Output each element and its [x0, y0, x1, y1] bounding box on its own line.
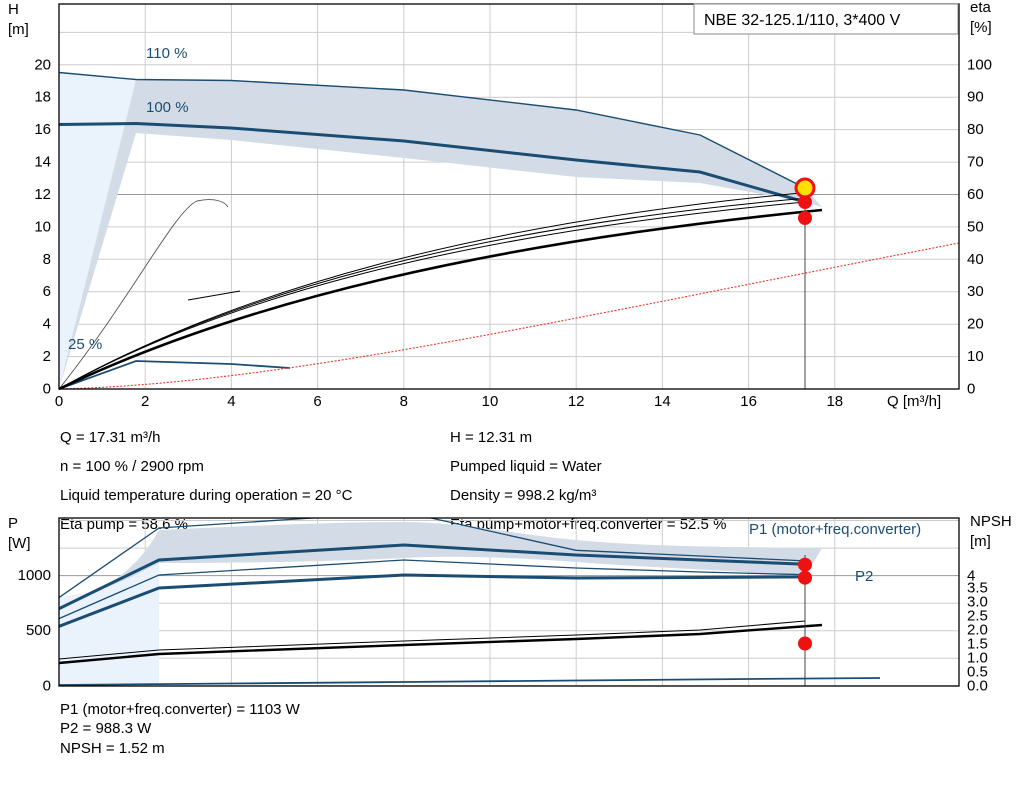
svg-text:[%]: [%] — [970, 19, 992, 36]
svg-text:P: P — [8, 515, 18, 532]
svg-text:[m]: [m] — [8, 21, 29, 38]
svg-text:10: 10 — [967, 348, 984, 365]
svg-text:0: 0 — [967, 381, 975, 398]
svg-text:P2 = 988.3 W: P2 = 988.3 W — [60, 720, 152, 737]
svg-text:30: 30 — [967, 283, 984, 300]
svg-text:NPSH = 1.52 m: NPSH = 1.52 m — [60, 740, 165, 757]
svg-text:12: 12 — [568, 393, 585, 410]
svg-text:20: 20 — [34, 56, 51, 73]
svg-text:100: 100 — [967, 56, 992, 73]
svg-text:2: 2 — [43, 348, 51, 365]
svg-text:Q [m³/h]: Q [m³/h] — [887, 393, 941, 410]
svg-text:18: 18 — [34, 89, 51, 106]
svg-text:90: 90 — [967, 89, 984, 106]
svg-text:n = 100 % / 2900 rpm: n = 100 % / 2900 rpm — [60, 458, 204, 475]
svg-text:P1 (motor+freq.converter): P1 (motor+freq.converter) — [749, 521, 921, 538]
svg-text:16: 16 — [34, 121, 51, 138]
svg-text:6: 6 — [43, 283, 51, 300]
svg-text:40: 40 — [967, 251, 984, 268]
svg-text:8: 8 — [400, 393, 408, 410]
svg-text:12: 12 — [34, 186, 51, 203]
svg-text:10: 10 — [34, 218, 51, 235]
svg-text:Pumped liquid = Water: Pumped liquid = Water — [450, 458, 602, 475]
svg-text:Density = 998.2 kg/m³: Density = 998.2 kg/m³ — [450, 487, 596, 504]
svg-text:4: 4 — [967, 567, 975, 584]
svg-text:110 %: 110 % — [146, 45, 187, 62]
svg-text:eta: eta — [970, 0, 992, 16]
svg-text:500: 500 — [26, 622, 51, 639]
svg-text:4: 4 — [43, 316, 51, 333]
svg-text:[m]: [m] — [970, 533, 991, 550]
svg-text:60: 60 — [967, 186, 984, 203]
svg-text:1000: 1000 — [18, 567, 51, 584]
svg-text:8: 8 — [43, 251, 51, 268]
svg-text:P2: P2 — [855, 568, 873, 585]
svg-text:6: 6 — [313, 393, 321, 410]
svg-text:4: 4 — [227, 393, 235, 410]
svg-text:16: 16 — [740, 393, 757, 410]
svg-text:NPSH: NPSH — [970, 513, 1012, 530]
svg-text:14: 14 — [654, 393, 671, 410]
svg-text:0: 0 — [55, 393, 63, 410]
svg-text:0: 0 — [43, 677, 51, 694]
svg-text:18: 18 — [826, 393, 843, 410]
svg-text:2: 2 — [141, 393, 149, 410]
svg-text:H = 12.31 m: H = 12.31 m — [450, 429, 532, 446]
svg-text:P1 (motor+freq.converter) = 11: P1 (motor+freq.converter) = 1103 W — [60, 701, 301, 718]
svg-text:H: H — [8, 1, 19, 18]
svg-text:NBE 32-125.1/110, 3*400 V: NBE 32-125.1/110, 3*400 V — [704, 12, 901, 29]
svg-text:14: 14 — [34, 154, 51, 171]
svg-text:25 %: 25 % — [68, 336, 102, 353]
svg-text:[W]: [W] — [8, 535, 31, 552]
svg-text:10: 10 — [482, 393, 499, 410]
svg-text:100 %: 100 % — [146, 99, 189, 116]
svg-text:50: 50 — [967, 218, 984, 235]
svg-text:Q = 17.31 m³/h: Q = 17.31 m³/h — [60, 429, 160, 446]
svg-text:Liquid temperature during oper: Liquid temperature during operation = 20… — [60, 487, 353, 504]
svg-text:20: 20 — [967, 316, 984, 333]
svg-text:80: 80 — [967, 121, 984, 138]
svg-text:70: 70 — [967, 154, 984, 171]
svg-text:0: 0 — [43, 381, 51, 398]
